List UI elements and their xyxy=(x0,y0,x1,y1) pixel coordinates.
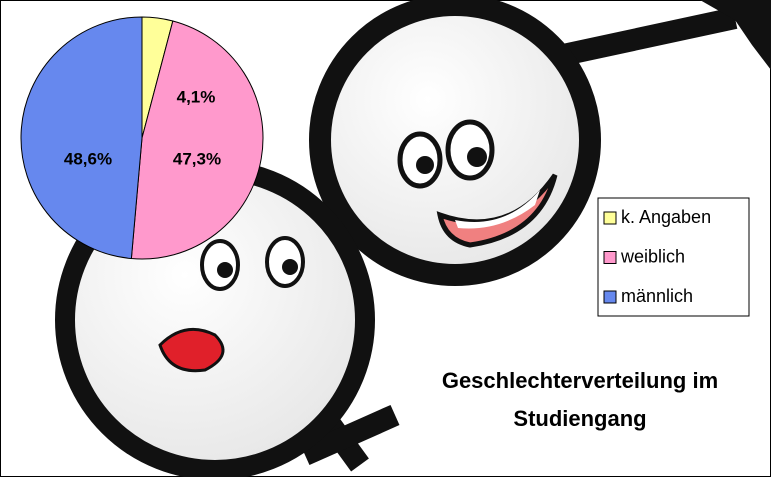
page: 4,1% 47,3% 48,6% k. Angaben weiblich männlich… xyxy=(0,0,771,477)
legend-swatch xyxy=(604,252,616,264)
legend-swatch xyxy=(604,291,616,303)
data-label: 4,1% xyxy=(177,87,216,106)
legend-swatch xyxy=(604,212,616,224)
legend-label: männlich xyxy=(621,286,693,306)
chart-title: Geschlechterverteilung im Studiengang xyxy=(410,362,750,438)
pie-slice xyxy=(21,17,142,259)
legend-label: weiblich xyxy=(620,246,685,266)
legend-label: k. Angaben xyxy=(621,207,711,227)
data-label: 48,6% xyxy=(64,149,112,168)
data-label: 47,3% xyxy=(173,149,221,168)
